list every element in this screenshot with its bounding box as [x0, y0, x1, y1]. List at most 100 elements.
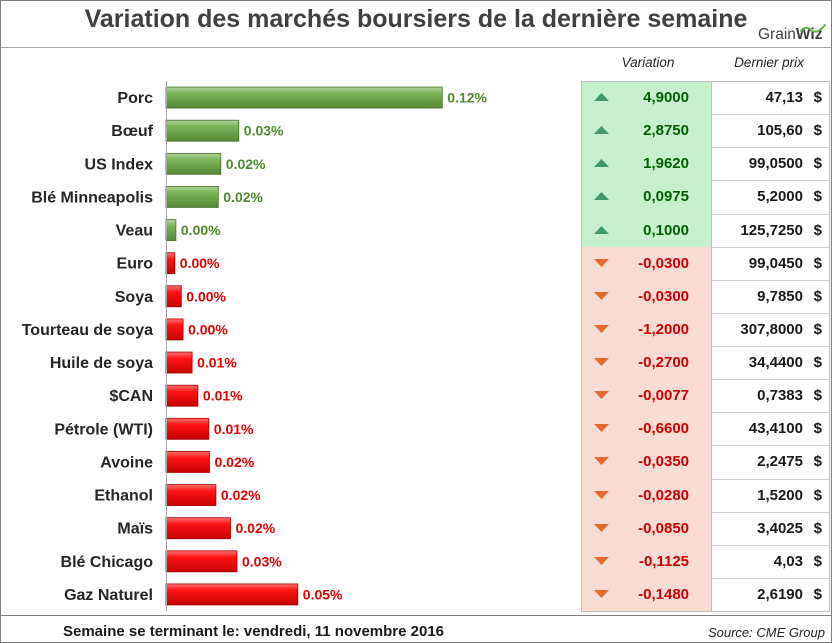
triangle-down-icon [594, 457, 609, 465]
row-divider [711, 578, 829, 579]
price-value: 0,7383 [757, 387, 803, 404]
price-cell-porc: 47,13 $ [711, 81, 829, 114]
table-border [581, 611, 829, 612]
title-divider [1, 47, 831, 48]
price-cell-us-index: 99,0500 $ [711, 147, 829, 180]
variation-cell-soya: -0,0300 [581, 280, 711, 313]
row-divider [711, 247, 829, 248]
currency-symbol: $ [813, 321, 822, 338]
variation-cell-ble-chicago: -0,1125 [581, 545, 711, 578]
variation-value: -0,1125 [638, 553, 689, 570]
currency-symbol: $ [813, 354, 822, 371]
data-label-porc: 0.12% [447, 90, 487, 106]
price-value: 9,7850 [757, 288, 803, 305]
price-value: 5,2000 [757, 188, 803, 205]
variation-value: -0,6600 [638, 420, 689, 437]
price-value: 2,6190 [757, 586, 803, 603]
variation-value: -0,2700 [638, 354, 689, 371]
bar-chart: Porc 0.12% Bœuf 0.03% US Index 0.02% Blé Minne… [22, 81, 488, 611]
category-label-petrole-wti: Pétrole (WTI) [54, 421, 153, 438]
variation-value: -0,0850 [638, 520, 689, 537]
currency-symbol: $ [813, 387, 822, 404]
price-value: 3,4025 [757, 520, 803, 537]
data-label-huile-de-soya: 0.01% [197, 355, 237, 371]
variation-value: 0,0975 [643, 188, 689, 205]
row-divider [711, 512, 829, 513]
column-divider [581, 81, 582, 612]
price-cell-ble-minneapolis: 5,2000 $ [711, 180, 829, 214]
triangle-down-icon [594, 557, 609, 565]
row-divider [711, 313, 829, 314]
triangle-down-icon [594, 590, 609, 598]
category-label-can: $CAN [109, 388, 153, 405]
data-label-boeuf: 0.03% [244, 123, 284, 139]
triangle-up-icon [594, 126, 609, 134]
column-header-price: Dernier prix [734, 55, 804, 70]
price-cell-huile-de-soya: 34,4400 $ [711, 346, 829, 379]
variation-cell-mais: -0,0850 [581, 512, 711, 545]
triangle-up-icon [594, 93, 609, 101]
variation-cell-avoine: -0,0350 [581, 445, 711, 479]
row-divider [711, 445, 829, 446]
variation-cell-can: -0,0077 [581, 379, 711, 412]
data-label-petrole-wti: 0.01% [214, 421, 254, 437]
category-label-tourteau-de-soya: Tourteau de soya [22, 322, 153, 339]
category-label-veau: Veau [116, 223, 153, 240]
variation-value: -0,0077 [638, 387, 689, 404]
variation-value: -0,0350 [638, 453, 689, 470]
price-cell-petrole-wti: 43,4100 $ [711, 412, 829, 445]
currency-symbol: $ [813, 420, 822, 437]
data-label-tourteau-de-soya: 0.00% [188, 321, 228, 337]
variation-cell-ble-minneapolis: 0,0975 [581, 180, 711, 214]
data-label-mais: 0.02% [236, 520, 276, 536]
currency-symbol: $ [813, 155, 822, 172]
triangle-down-icon [594, 491, 609, 499]
category-label-porc: Porc [117, 90, 153, 107]
triangle-down-icon [594, 391, 609, 399]
variation-value: -0,0280 [638, 487, 689, 504]
variation-cell-ethanol: -0,0280 [581, 479, 711, 512]
logo-swoosh-icon [800, 24, 826, 33]
currency-symbol: $ [813, 222, 822, 239]
row-divider [711, 147, 829, 148]
currency-symbol: $ [813, 89, 822, 106]
variation-value: 4,9000 [643, 89, 689, 106]
price-value: 1,5200 [757, 487, 803, 504]
variation-cell-boeuf: 2,8750 [581, 114, 711, 147]
price-value: 4,03 [773, 553, 803, 570]
price-cell-tourteau-de-soya: 307,8000 $ [711, 313, 829, 346]
currency-symbol: $ [813, 255, 822, 272]
variation-cell-euro: -0,0300 [581, 247, 711, 280]
data-label-us-index: 0.02% [226, 156, 266, 172]
column-divider [711, 81, 712, 612]
category-label-boeuf: Bœuf [111, 123, 153, 140]
price-value: 2,2475 [757, 453, 803, 470]
triangle-up-icon [594, 159, 609, 167]
price-value: 34,4400 [748, 354, 803, 371]
category-label-us-index: US Index [85, 156, 154, 173]
chart-title: Variation des marchés boursiers de la de… [84, 5, 748, 33]
currency-symbol: $ [813, 586, 822, 603]
variation-value: 0,1000 [643, 222, 689, 239]
triangle-down-icon [594, 358, 609, 366]
column-divider [829, 81, 830, 612]
row-divider [711, 412, 829, 413]
category-label-ble-chicago: Blé Chicago [61, 554, 154, 571]
category-label-huile-de-soya: Huile de soya [50, 355, 153, 372]
variation-value: 2,8750 [643, 122, 689, 139]
currency-symbol: $ [813, 553, 822, 570]
price-value: 105,60 [757, 122, 803, 139]
price-cell-can: 0,7383 $ [711, 379, 829, 412]
variation-cell-gaz-naturel: -0,1480 [581, 578, 711, 611]
variation-cell-veau: 0,1000 [581, 214, 711, 247]
variation-value: -0,0300 [638, 255, 689, 272]
price-value: 99,0450 [748, 255, 803, 272]
row-divider [711, 280, 829, 281]
data-label-gaz-naturel: 0.05% [303, 586, 343, 602]
price-value: 125,7250 [740, 222, 803, 239]
triangle-up-icon [594, 192, 609, 200]
row-divider [711, 214, 829, 215]
price-value: 47,13 [765, 89, 803, 106]
row-divider [711, 545, 829, 546]
